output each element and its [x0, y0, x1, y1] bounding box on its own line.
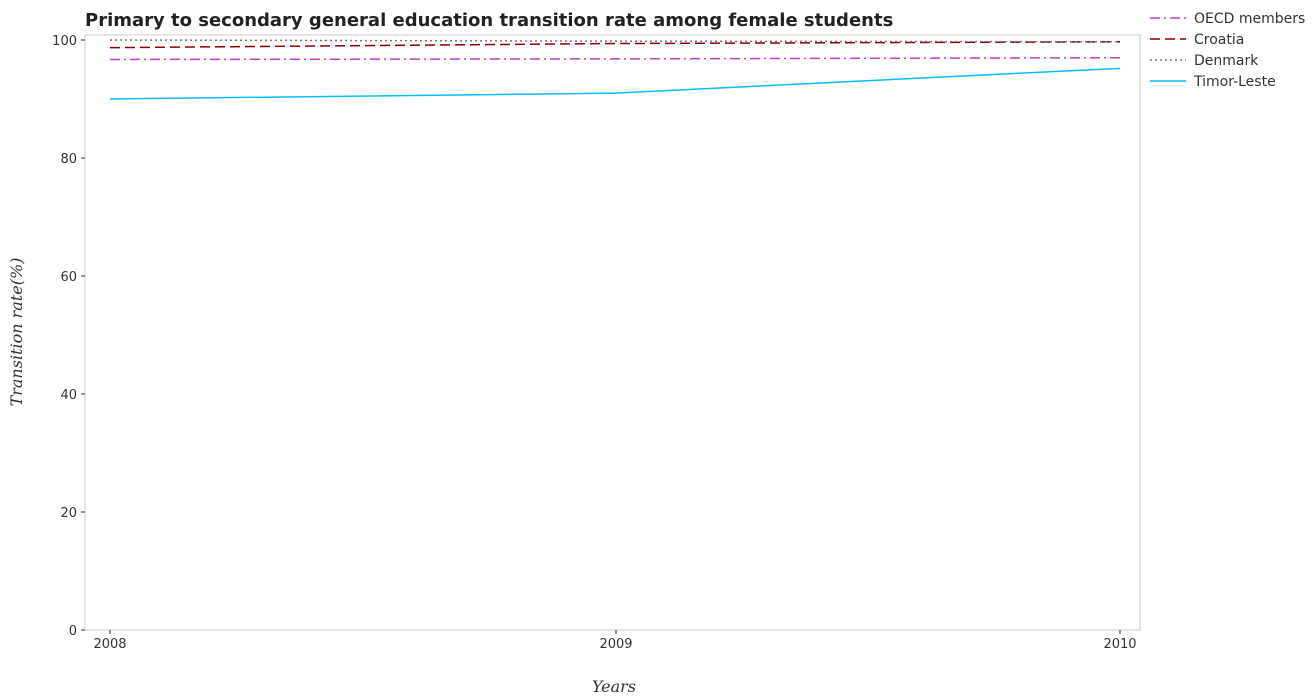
y-tick-label: 40	[60, 388, 77, 403]
y-tick-label: 100	[52, 34, 77, 49]
legend-label: Denmark	[1194, 53, 1259, 69]
x-axis-label: Years	[592, 677, 636, 696]
x-tick-label: 2010	[1103, 637, 1136, 652]
series-line-croatia	[109, 41, 1121, 49]
series-layer	[109, 39, 1121, 100]
y-tick-label: 0	[69, 624, 77, 639]
plot-area	[84, 34, 1141, 631]
x-tick-label: 2009	[599, 637, 632, 652]
series-line-oecd-members	[109, 56, 1121, 61]
series-line-denmark	[109, 39, 1121, 43]
legend-label: OECD members	[1194, 11, 1305, 27]
chart-title: Primary to secondary general education t…	[85, 10, 893, 31]
legend-label: Timor-Leste	[1193, 74, 1276, 90]
axes-layer: 0 20 40 60 80 100 2008 2009 2010	[52, 34, 1136, 652]
legend: OECD members Croatia Denmark Timor-Leste	[1150, 11, 1305, 90]
series-line-timor-leste	[109, 67, 1121, 100]
y-tick-label: 20	[60, 506, 77, 521]
y-axis-label: Transition rate(%)	[7, 258, 26, 407]
y-tick-label: 60	[60, 270, 77, 285]
y-tick-label: 80	[60, 152, 77, 167]
x-tick-label: 2008	[93, 637, 126, 652]
legend-label: Croatia	[1194, 32, 1244, 48]
